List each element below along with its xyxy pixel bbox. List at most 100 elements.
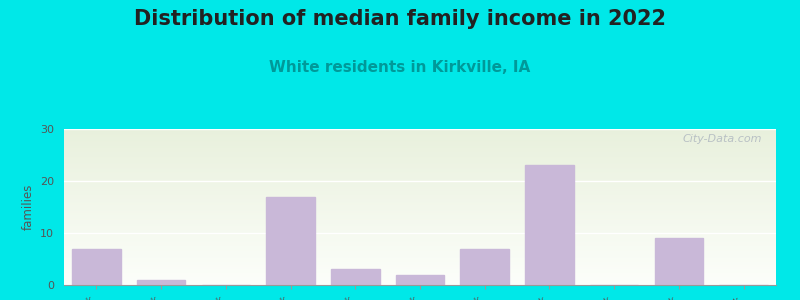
Bar bbox=[64, 280, 776, 281]
Bar bbox=[64, 140, 776, 141]
Bar bbox=[64, 168, 776, 169]
Bar bbox=[64, 249, 776, 250]
Bar bbox=[64, 137, 776, 138]
Bar bbox=[64, 257, 776, 258]
Bar bbox=[64, 284, 776, 285]
Bar bbox=[64, 160, 776, 161]
Bar bbox=[64, 228, 776, 229]
Bar bbox=[64, 233, 776, 234]
Bar bbox=[64, 242, 776, 243]
Bar bbox=[64, 208, 776, 209]
Bar bbox=[64, 130, 776, 131]
Bar bbox=[64, 243, 776, 244]
Bar bbox=[64, 194, 776, 195]
Bar bbox=[64, 159, 776, 160]
Bar bbox=[64, 173, 776, 174]
Bar bbox=[137, 280, 186, 285]
Bar bbox=[64, 191, 776, 192]
Bar bbox=[64, 156, 776, 157]
Bar bbox=[64, 177, 776, 178]
Bar bbox=[64, 150, 776, 151]
Text: White residents in Kirkville, IA: White residents in Kirkville, IA bbox=[270, 60, 530, 75]
Bar bbox=[64, 202, 776, 203]
Bar bbox=[654, 238, 703, 285]
Bar bbox=[64, 226, 776, 227]
Bar bbox=[64, 161, 776, 162]
Bar bbox=[64, 282, 776, 283]
Bar bbox=[64, 200, 776, 201]
Bar bbox=[64, 246, 776, 247]
Bar bbox=[64, 214, 776, 215]
Bar bbox=[64, 199, 776, 200]
Bar bbox=[64, 197, 776, 198]
Bar bbox=[64, 279, 776, 280]
Bar bbox=[64, 164, 776, 165]
Bar bbox=[525, 165, 574, 285]
Bar bbox=[64, 175, 776, 176]
Bar bbox=[64, 136, 776, 137]
Bar bbox=[64, 131, 776, 132]
Bar bbox=[64, 268, 776, 269]
Bar bbox=[64, 188, 776, 189]
Bar bbox=[64, 261, 776, 262]
Bar bbox=[64, 212, 776, 213]
Y-axis label: families: families bbox=[22, 184, 34, 230]
Bar bbox=[64, 231, 776, 232]
Bar bbox=[64, 141, 776, 142]
Bar bbox=[64, 162, 776, 163]
Bar bbox=[64, 235, 776, 236]
Bar bbox=[64, 264, 776, 265]
Bar bbox=[64, 207, 776, 208]
Bar bbox=[64, 149, 776, 150]
Bar bbox=[64, 157, 776, 158]
Bar bbox=[64, 203, 776, 204]
Bar bbox=[64, 192, 776, 193]
Bar bbox=[64, 254, 776, 255]
Bar bbox=[64, 166, 776, 167]
Bar bbox=[64, 181, 776, 182]
Bar bbox=[64, 271, 776, 272]
Bar bbox=[64, 248, 776, 249]
Bar bbox=[64, 187, 776, 188]
Bar bbox=[64, 171, 776, 172]
Bar bbox=[64, 184, 776, 185]
Bar bbox=[64, 239, 776, 240]
Bar bbox=[64, 176, 776, 177]
Bar bbox=[64, 182, 776, 183]
Bar bbox=[64, 267, 776, 268]
Bar bbox=[64, 179, 776, 180]
Bar bbox=[64, 163, 776, 164]
Bar bbox=[64, 227, 776, 228]
Bar bbox=[64, 151, 776, 152]
Bar bbox=[64, 154, 776, 155]
Bar bbox=[64, 223, 776, 224]
Bar bbox=[64, 225, 776, 226]
Bar bbox=[64, 183, 776, 184]
Bar bbox=[64, 224, 776, 225]
Bar bbox=[64, 218, 776, 219]
Bar bbox=[64, 210, 776, 211]
Bar bbox=[64, 135, 776, 136]
Bar bbox=[64, 230, 776, 231]
Bar bbox=[64, 222, 776, 223]
Bar bbox=[64, 263, 776, 264]
Bar bbox=[64, 147, 776, 148]
Bar bbox=[64, 148, 776, 149]
Text: City-Data.com: City-Data.com bbox=[682, 134, 762, 144]
Bar bbox=[64, 259, 776, 260]
Bar bbox=[64, 220, 776, 221]
Bar bbox=[64, 201, 776, 202]
Bar bbox=[64, 169, 776, 170]
Bar bbox=[64, 193, 776, 194]
Bar bbox=[64, 185, 776, 186]
Bar bbox=[64, 274, 776, 275]
Bar bbox=[64, 158, 776, 159]
Bar bbox=[64, 133, 776, 134]
Bar bbox=[64, 238, 776, 239]
Bar bbox=[64, 139, 776, 140]
Bar bbox=[64, 266, 776, 267]
Bar bbox=[64, 170, 776, 171]
Bar bbox=[64, 145, 776, 146]
Bar bbox=[64, 138, 776, 139]
Bar bbox=[64, 232, 776, 233]
